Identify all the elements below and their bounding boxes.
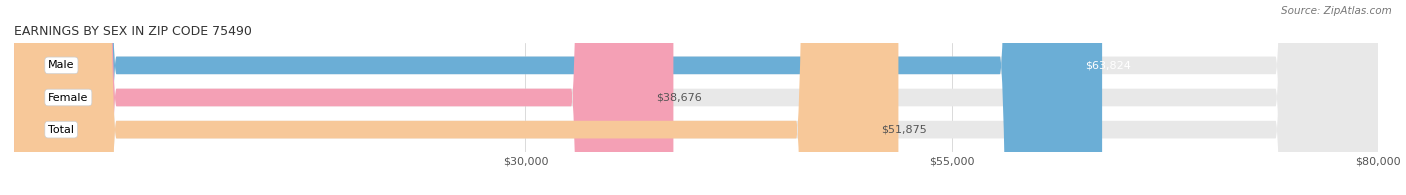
FancyBboxPatch shape	[14, 0, 1102, 195]
FancyBboxPatch shape	[14, 0, 1378, 195]
Text: Female: Female	[48, 92, 89, 103]
FancyBboxPatch shape	[14, 0, 1378, 195]
FancyBboxPatch shape	[14, 0, 898, 195]
Text: Source: ZipAtlas.com: Source: ZipAtlas.com	[1281, 6, 1392, 16]
Text: Male: Male	[48, 60, 75, 70]
Text: EARNINGS BY SEX IN ZIP CODE 75490: EARNINGS BY SEX IN ZIP CODE 75490	[14, 25, 252, 38]
Text: $51,875: $51,875	[882, 125, 927, 135]
Text: $38,676: $38,676	[657, 92, 702, 103]
FancyBboxPatch shape	[14, 0, 1378, 195]
Text: $63,824: $63,824	[1085, 60, 1130, 70]
Text: Total: Total	[48, 125, 75, 135]
FancyBboxPatch shape	[14, 0, 673, 195]
